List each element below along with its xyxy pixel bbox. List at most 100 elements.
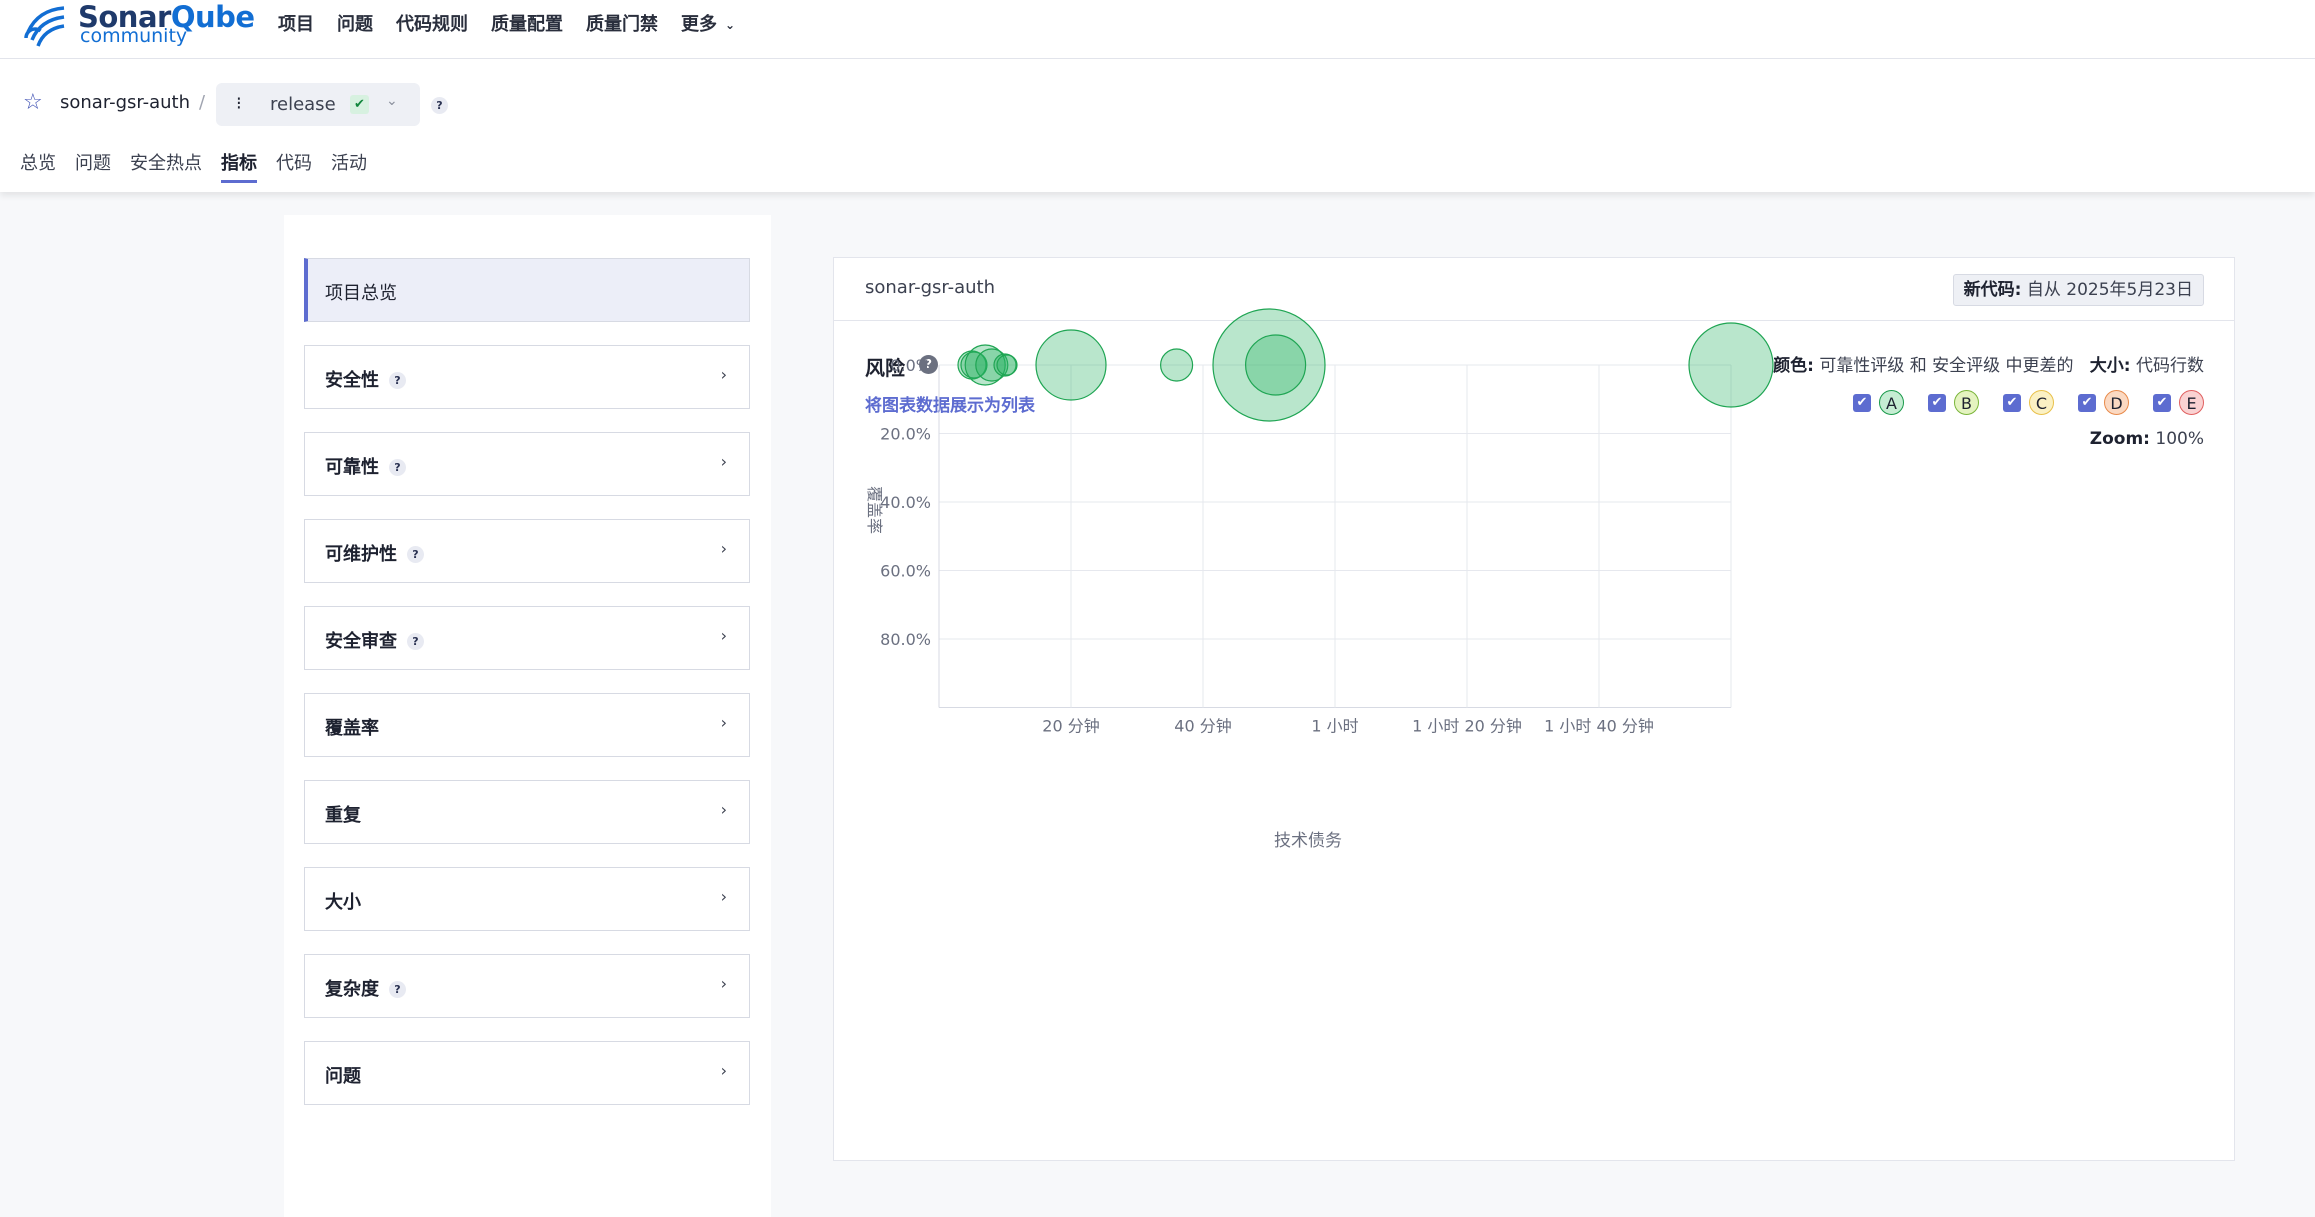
logo-edition: community [80,25,188,47]
nav-quality-gates[interactable]: 质量门禁 [586,14,658,35]
sidebar-item-duplications[interactable]: 重复 › [304,780,750,844]
logo-wordmark: SonarQube [78,0,255,34]
tab-measures[interactable]: 指标 [221,149,257,183]
help-icon[interactable]: ? [389,459,406,476]
x-tick-label: 1 小时 20 分钟 [1412,717,1522,736]
nav-more-label: 更多 [681,14,717,35]
tab-security-hotspots[interactable]: 安全热点 [130,153,202,174]
risk-bubble-chart[interactable]: 0.0% 20.0% 40.0% 60.0% 80.0% 20 分钟 40 分钟 1 小时 1 … [834,258,2234,1160]
chevron-down-icon: ⌄ [386,93,398,109]
rating-filter-c[interactable]: ✔ C [2003,390,2054,415]
checkbox-checked-icon[interactable]: ✔ [2003,393,2021,412]
rating-filter-b[interactable]: ✔ B [1928,390,1979,415]
help-icon[interactable]: ? [389,372,406,389]
sidebar-item-label: 大小 [325,892,361,913]
y-tick-label: 80.0% [880,630,931,649]
top-navigation-bar: SonarQube community 项目 问题 代码规则 质量配置 质量门禁… [0,0,2315,59]
chevron-right-icon: › [720,365,727,384]
chevron-right-icon: › [720,713,727,732]
help-icon[interactable]: ? [389,981,406,998]
sidebar-item-complexity[interactable]: 复杂度? › [304,954,750,1018]
nav-projects[interactable]: 项目 [278,14,314,35]
project-tabs: 总览 问题 安全热点 指标 代码 活动 [20,149,386,183]
rating-filter-e[interactable]: ✔ E [2153,390,2204,415]
nav-more[interactable]: 更多 ⌄ [681,12,735,38]
nav-issues[interactable]: 问题 [337,14,373,35]
sidebar-item-security[interactable]: 安全性? › [304,345,750,409]
checkbox-checked-icon[interactable]: ✔ [2078,393,2096,412]
branch-help-icon[interactable]: ? [431,97,448,114]
bubble-point [960,351,988,379]
tab-code[interactable]: 代码 [276,153,312,174]
card-header: sonar-gsr-auth 新代码: 自从 2025年5月23日 [834,258,2234,321]
rating-badge: C [2029,390,2054,415]
help-icon[interactable]: ? [919,355,938,374]
sidebar-item-label: 覆盖率 [325,718,379,739]
y-tick-label: 20.0% [880,425,931,444]
sidebar-item-label: 可维护性? [325,540,424,566]
risk-title: 风险 [865,356,905,380]
bubble-point [1688,322,1774,408]
chevron-right-icon: › [720,974,727,993]
branch-name: release [270,94,336,115]
tab-overview[interactable]: 总览 [20,153,56,174]
sidebar-item-size[interactable]: 大小 › [304,867,750,931]
checkbox-checked-icon[interactable]: ✔ [1928,393,1946,412]
checkbox-checked-icon[interactable]: ✔ [2153,393,2171,412]
help-icon[interactable]: ? [407,633,424,650]
bubble-point [1245,334,1307,396]
sidebar-item-reliability[interactable]: 可靠性? › [304,432,750,496]
measures-sidebar: 项目总览 安全性? › 可靠性? › 可维护性? › 安全审查? › 覆盖率 ›… [284,215,771,1217]
tab-activity[interactable]: 活动 [331,153,367,174]
sidebar-item-project-overview[interactable]: 项目总览 [304,258,750,322]
project-header: ☆ sonar-gsr-auth / ⁝ release ✔ ⌄ ? 总览 问题… [0,59,2315,192]
rating-filter-a[interactable]: ✔ A [1853,390,1904,415]
rating-filter: ✔ A ✔ B ✔ C ✔ D ✔ E [1829,390,2204,415]
sidebar-item-label: 安全性? [325,366,406,392]
nav-rules[interactable]: 代码规则 [396,14,468,35]
sonarqube-logo[interactable]: SonarQube community [24,0,255,50]
rating-badge: A [1879,390,1904,415]
chevron-right-icon: › [720,626,727,645]
rating-badge: D [2104,390,2129,415]
x-axis-title: 技术债务 [1274,831,1342,851]
branch-selector[interactable]: ⁝ release ✔ ⌄ [216,83,420,126]
sidebar-item-coverage[interactable]: 覆盖率 › [304,693,750,757]
sidebar-item-label: 可靠性? [325,453,406,479]
bubble-point [993,353,1017,377]
nav-quality-profiles[interactable]: 质量配置 [491,14,563,35]
new-code-badge: 新代码: 自从 2025年5月23日 [1952,274,2204,306]
x-tick-label: 40 分钟 [1174,717,1231,736]
breadcrumb-separator: / [199,92,206,113]
sidebar-item-label: 重复 [325,805,361,826]
checkbox-checked-icon[interactable]: ✔ [1853,393,1871,412]
sidebar-item-label: 安全审查? [325,627,424,653]
bubble-point [1160,348,1194,382]
quality-gate-passed-icon: ✔ [350,95,369,114]
sidebar-item-issues[interactable]: 问题 › [304,1041,750,1105]
help-icon[interactable]: ? [407,546,424,563]
main-nav: 项目 问题 代码规则 质量配置 质量门禁 更多 ⌄ [278,12,758,38]
chevron-right-icon: › [720,887,727,906]
y-tick-label: 40.0% [880,493,931,512]
y-axis-title: 覆盖率 [865,486,884,534]
rating-badge: E [2179,390,2204,415]
rating-badge: B [1954,390,1979,415]
x-tick-label: 1 小时 40 分钟 [1544,717,1654,736]
sidebar-item-security-review[interactable]: 安全审查? › [304,606,750,670]
x-tick-label: 20 分钟 [1042,717,1099,736]
favorite-star-icon[interactable]: ☆ [23,90,43,115]
rating-filter-d[interactable]: ✔ D [2078,390,2129,415]
sidebar-item-label: 问题 [325,1066,361,1087]
chevron-right-icon: › [720,1061,727,1080]
tab-issues[interactable]: 问题 [75,153,111,174]
show-as-list-link[interactable]: 将图表数据展示为列表 [865,396,1035,416]
sidebar-item-maintainability[interactable]: 可维护性? › [304,519,750,583]
chevron-right-icon: › [720,539,727,558]
branch-icon: ⁝ [236,93,242,114]
x-tick-label: 1 小时 [1311,717,1358,736]
y-tick-label: 60.0% [880,562,931,581]
bubble-point [964,344,1006,386]
bubble-point [1035,329,1107,401]
project-name-link[interactable]: sonar-gsr-auth [60,92,191,113]
